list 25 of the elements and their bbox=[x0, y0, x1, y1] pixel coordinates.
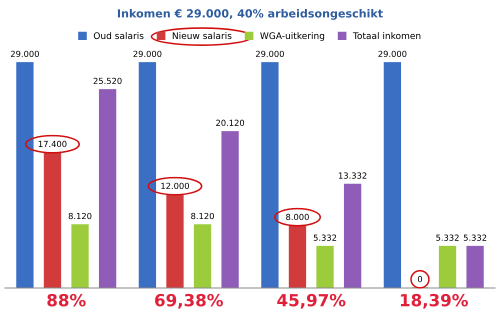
data-label: 17.400 bbox=[38, 140, 66, 148]
data-label: 0 bbox=[418, 276, 422, 282]
data-label: 5.332 bbox=[436, 234, 459, 241]
data-label: 8.120 bbox=[191, 212, 214, 220]
data-label: 12.000 bbox=[161, 182, 189, 190]
x-tick-label: 18,39% bbox=[400, 294, 468, 309]
legend-label: Totaal inkomen bbox=[352, 32, 420, 40]
data-label: 13.332 bbox=[338, 172, 366, 179]
data-label: 8.000 bbox=[286, 214, 309, 220]
data-label: 25.520 bbox=[94, 78, 122, 84]
data-label: 29.000 bbox=[256, 50, 284, 58]
x-tick-label: 69,38% bbox=[155, 294, 223, 309]
legend-label: Nieuw salaris bbox=[172, 32, 232, 40]
x-tick-label: 45,97% bbox=[277, 294, 346, 309]
data-label: 20.120 bbox=[216, 120, 244, 126]
data-label: 5.332 bbox=[464, 234, 486, 241]
data-label: 8.120 bbox=[68, 212, 92, 220]
data-label: 5.332 bbox=[314, 234, 336, 241]
x-tick-label: 88% bbox=[47, 294, 86, 306]
data-label: 29.000 bbox=[10, 50, 39, 58]
legend-label: Oud salaris bbox=[94, 32, 144, 40]
data-label: 29.000 bbox=[133, 50, 162, 58]
legend-label: WGA-uitkering bbox=[260, 32, 324, 41]
data-label: 29.000 bbox=[378, 50, 406, 58]
chart-title: Inkomen € 29.000, 40% arbeidsongeschikt bbox=[118, 8, 383, 20]
